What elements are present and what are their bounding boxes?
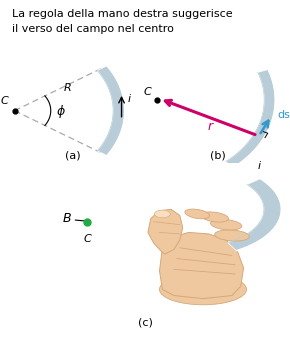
Polygon shape xyxy=(148,209,183,254)
Text: C: C xyxy=(83,234,91,244)
Text: i: i xyxy=(258,161,261,171)
Text: (b): (b) xyxy=(210,150,225,161)
Text: La regola della mano destra suggerisce
il verso del campo nel centro: La regola della mano destra suggerisce i… xyxy=(12,9,232,34)
Text: R: R xyxy=(64,83,72,93)
Ellipse shape xyxy=(201,212,229,222)
Polygon shape xyxy=(160,232,244,299)
Text: ds: ds xyxy=(277,110,290,120)
Polygon shape xyxy=(97,66,125,156)
Text: C: C xyxy=(143,86,151,97)
Text: i: i xyxy=(127,94,130,104)
Polygon shape xyxy=(228,178,281,251)
Polygon shape xyxy=(226,69,275,168)
Text: (c): (c) xyxy=(137,318,153,328)
Ellipse shape xyxy=(215,230,249,241)
Text: $\phi$: $\phi$ xyxy=(56,103,66,120)
Ellipse shape xyxy=(160,274,246,305)
Text: $\mathbf{\mathit{r}}$: $\mathbf{\mathit{r}}$ xyxy=(207,120,215,133)
Ellipse shape xyxy=(211,219,242,230)
Text: C: C xyxy=(1,96,9,106)
Text: $\mathbf{\mathit{B}}$: $\mathbf{\mathit{B}}$ xyxy=(62,212,72,225)
Ellipse shape xyxy=(155,210,171,218)
Ellipse shape xyxy=(185,209,209,219)
Text: (a): (a) xyxy=(65,150,80,161)
